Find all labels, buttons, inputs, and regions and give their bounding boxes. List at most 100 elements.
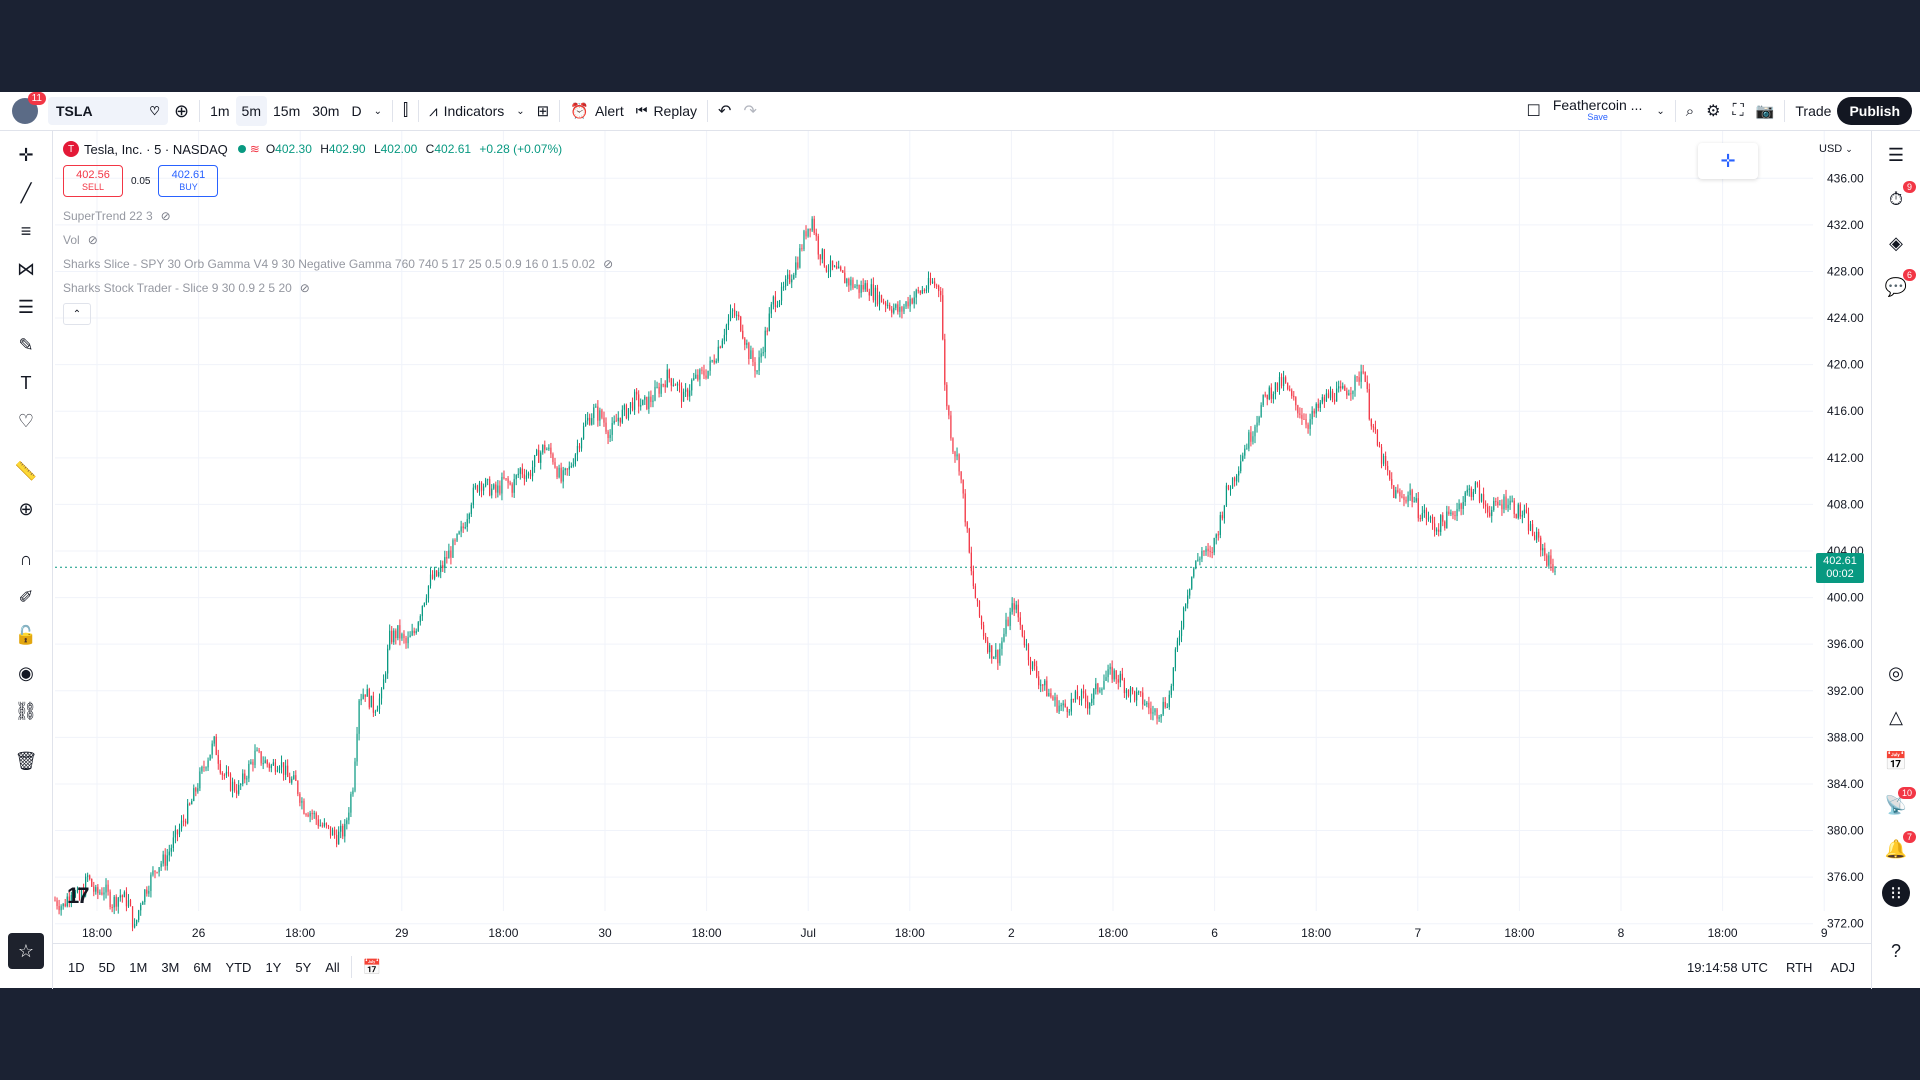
heart-plus-icon[interactable]: ♡ [149, 104, 160, 118]
candle-body [723, 334, 725, 341]
indicator-row[interactable]: SuperTrend 22 3 ⊘ [63, 209, 171, 223]
replay-button[interactable]: ⏮ Replay [630, 96, 703, 126]
camera-icon[interactable]: 📷 [1755, 103, 1775, 120]
candle-body [1413, 501, 1415, 503]
trend-line-icon[interactable]: ╱ [20, 182, 32, 203]
adjustment-toggle[interactable]: ADJ [1830, 959, 1855, 975]
candle-body [538, 450, 540, 463]
trash-icon[interactable]: 🗑 [14, 750, 38, 771]
candle-body [985, 636, 987, 642]
timeframe-30m[interactable]: 30m [312, 103, 340, 119]
magnet-icon[interactable]: ∩ [19, 548, 33, 569]
redo-icon[interactable]: ↷ [743, 103, 757, 120]
utc-clock[interactable]: 19:14:58 UTC [1687, 959, 1768, 975]
timeframe-dropdown-icon[interactable]: ⌄ [373, 105, 382, 117]
quick-search-icon[interactable]: ⌕ [1685, 102, 1695, 120]
notifications-bell-icon[interactable]: 🔔 7 [1882, 831, 1916, 863]
trade-button[interactable]: Trade [1795, 103, 1832, 119]
news-feed-icon[interactable]: 📡 10 [1882, 787, 1916, 819]
help-icon[interactable]: ? [1890, 940, 1901, 961]
hidden-eye-icon[interactable]: ⊘ [603, 257, 614, 271]
compare-add-icon[interactable]: ⊕ [174, 100, 190, 121]
layout-square-icon[interactable]: ☐ [1526, 103, 1541, 120]
timeframe-d[interactable]: D [351, 103, 362, 119]
crosshair-icon[interactable]: ✛ [18, 144, 34, 165]
time-axis[interactable]: 18:00 26 18:00 29 18:00 30 18:00 Jul 18:00 2 18:00… [82, 926, 1828, 940]
chart-canvas[interactable]: 372.00 376.00 380.00 384.00 388.00 392.00 396.… [53, 131, 1871, 943]
candle-body [1246, 448, 1248, 450]
link-icon[interactable]: ⛓ [14, 700, 38, 721]
candle-body [401, 634, 403, 639]
ruler-icon[interactable]: 📏 [14, 460, 38, 481]
hidden-eye-icon[interactable]: ⊘ [160, 209, 171, 223]
range-5y[interactable]: 5Y [295, 959, 312, 975]
buy-button[interactable]: 402.61 BUY [158, 165, 219, 197]
candle-body [1378, 445, 1381, 448]
range-ytd[interactable]: YTD [225, 959, 252, 975]
sell-button[interactable]: 402.56 SELL [63, 165, 123, 197]
brush-icon[interactable]: ✎ [18, 334, 34, 355]
collapse-legend-button[interactable]: ⌃ [63, 303, 91, 325]
settings-gear-icon[interactable]: ⚙ [1706, 103, 1721, 120]
chart-pane[interactable]: 372.00 376.00 380.00 384.00 388.00 392.00 396.… [53, 131, 1871, 943]
pattern-icon[interactable]: ⋈ [17, 258, 35, 279]
candle-body [1215, 534, 1217, 538]
indicators-button[interactable]: ⩘ Indicators [423, 96, 510, 126]
alert-button[interactable]: ⏰ Alert [564, 96, 629, 126]
currency-selector[interactable]: USD ⌄ [1819, 143, 1853, 155]
horizontal-lines-icon[interactable]: ≡ [20, 220, 32, 241]
layers-icon[interactable]: ◈ [1889, 232, 1903, 253]
session-toggle[interactable]: RTH [1785, 959, 1813, 975]
candle-body [1338, 386, 1340, 389]
undo-icon[interactable]: ↶ [718, 103, 732, 120]
chat-icon[interactable]: 💬 6 [1882, 269, 1916, 301]
indicator-row[interactable]: Sharks Stock Trader - Slice 9 30 0.9 2 5… [63, 281, 310, 295]
favorites-star-icon[interactable]: ☆ [8, 933, 44, 969]
range-all[interactable]: All [325, 959, 340, 975]
candle-body [1295, 397, 1297, 406]
candle-body [1258, 417, 1260, 423]
timeframe-5m[interactable]: 5m [235, 96, 267, 126]
lock-drawing-icon[interactable]: ✐ [18, 586, 34, 607]
apps-grid-icon[interactable]: ⁝⁝ [1882, 879, 1910, 907]
hidden-eye-icon[interactable]: ⊘ [87, 233, 98, 247]
indicator-row[interactable]: Vol ⊘ [63, 233, 98, 247]
heart-icon[interactable]: ♡ [17, 410, 35, 431]
range-1d[interactable]: 1D [68, 959, 85, 975]
templates-grid-icon[interactable]: ⊞ [536, 103, 550, 120]
symbol-search[interactable]: TSLA ♡ [48, 97, 168, 125]
range-5d[interactable]: 5D [98, 959, 116, 975]
layout-selector[interactable]: Feathercoin ... Save [1553, 98, 1643, 123]
zoom-in-icon[interactable]: ⊕ [18, 498, 34, 519]
calendar-icon[interactable]: 📅 [1884, 750, 1908, 771]
calendar-range-icon[interactable]: 📅 [362, 959, 382, 976]
indicators-dropdown-icon[interactable]: ⌄ [516, 105, 525, 117]
range-6m[interactable]: 6M [193, 959, 212, 975]
fib-icon[interactable]: ☰ [17, 296, 35, 317]
spread-value: 0.05 [131, 175, 151, 187]
timeframe-1m[interactable]: 1m [210, 103, 230, 119]
timeframe-15m[interactable]: 15m [273, 103, 301, 119]
publish-button[interactable]: Publish [1837, 97, 1912, 125]
range-1y[interactable]: 1Y [265, 959, 282, 975]
symbol-title[interactable]: Tesla, Inc. · 5 · NASDAQ [84, 141, 228, 157]
lock-icon[interactable]: 🔓 [14, 624, 38, 645]
layout-dropdown-icon[interactable]: ⌄ [1656, 105, 1665, 117]
range-3m[interactable]: 3M [161, 959, 180, 975]
fullscreen-icon[interactable]: ⛶ [1732, 102, 1744, 119]
user-avatar[interactable]: 11 [12, 92, 46, 124]
tradingview-logo[interactable]: 17 [67, 883, 90, 908]
range-1m[interactable]: 1M [129, 959, 148, 975]
target-icon[interactable]: ◎ [1888, 662, 1904, 683]
crosshair-tool-icon[interactable]: ✛ [1698, 143, 1758, 179]
indicator-row[interactable]: Sharks Slice - SPY 30 Orb Gamma V4 9 30 … [63, 257, 613, 271]
candle-body [1450, 512, 1452, 515]
hidden-eye-icon[interactable]: ⊘ [299, 281, 310, 295]
text-icon[interactable]: T [20, 372, 32, 393]
watchlist-icon[interactable]: ☰ [1887, 144, 1905, 165]
price-axis[interactable]: 372.00 376.00 380.00 384.00 388.00 392.00 396.… [1827, 171, 1864, 930]
eye-icon[interactable]: ◉ [18, 662, 34, 683]
candle-style-icon[interactable]: ⫿ [402, 102, 409, 119]
alerts-clock-icon[interactable]: ⏱ 9 [1882, 181, 1916, 213]
ideas-icon[interactable]: △ [1889, 706, 1903, 727]
